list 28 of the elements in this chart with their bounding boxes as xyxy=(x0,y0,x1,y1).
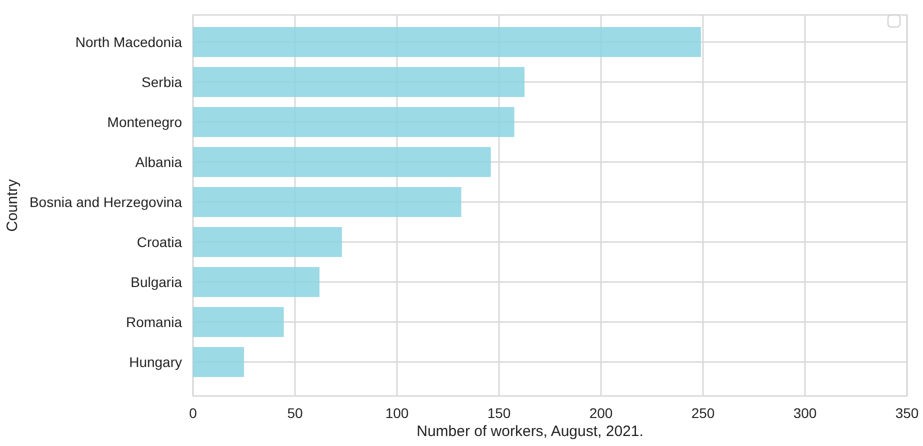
bar xyxy=(193,67,524,97)
y-tick-label: Croatia xyxy=(136,234,182,250)
y-tick-label: Montenegro xyxy=(107,114,182,130)
bar xyxy=(193,347,244,377)
bar xyxy=(193,267,320,297)
x-tick-label: 50 xyxy=(287,405,303,421)
y-tick-label: Serbia xyxy=(142,74,182,90)
x-axis-title: Number of workers, August, 2021. xyxy=(416,423,644,440)
bar xyxy=(193,227,342,257)
x-tick-label: 300 xyxy=(793,405,817,421)
y-tick-label: North Macedonia xyxy=(75,34,182,50)
y-tick-label: Romania xyxy=(126,314,182,330)
y-axis-title: Country xyxy=(4,178,21,232)
y-tick-label: Albania xyxy=(135,154,182,170)
x-tick-label: 150 xyxy=(487,405,511,421)
bar xyxy=(193,107,514,137)
y-tick-label: Bulgaria xyxy=(130,274,182,290)
bar xyxy=(193,187,462,217)
x-tick-label: 100 xyxy=(385,405,409,421)
bar xyxy=(193,27,701,57)
x-tick-label: 200 xyxy=(589,405,613,421)
x-tick-label: 250 xyxy=(691,405,715,421)
x-tick-label: 350 xyxy=(895,405,919,421)
y-tick-label: Hungary xyxy=(129,354,182,370)
bar xyxy=(193,147,491,177)
x-tick-label: 0 xyxy=(189,405,198,421)
bar xyxy=(193,307,284,337)
y-tick-label: Bosnia and Herzegovina xyxy=(29,194,182,210)
